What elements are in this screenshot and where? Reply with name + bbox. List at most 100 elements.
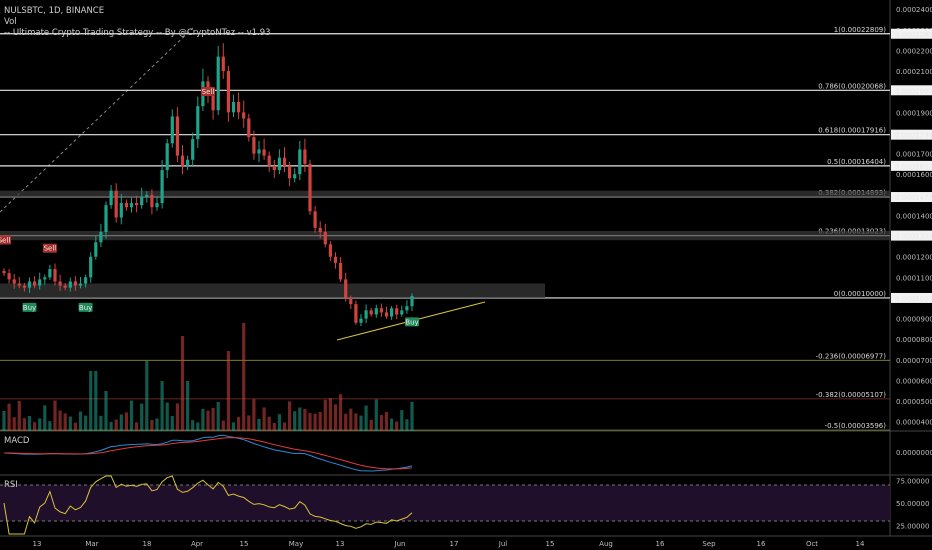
candle-12[interactable] [63,285,67,288]
rsi-axis: 75.00000 50.00000 25.00000 [896,478,929,531]
candle-69[interactable] [354,304,358,323]
date-axis[interactable]: 13 Mar 18 Apr 15 May 13 Jun 17 Jul 15 Aug 16 Sep 16 Oct… [33,540,865,548]
candle-60[interactable] [308,163,312,212]
candle-74[interactable] [379,308,383,313]
candle-16[interactable] [84,277,88,284]
candle-33[interactable] [170,116,174,144]
candle-45[interactable] [231,102,236,113]
candle-22[interactable] [114,190,118,218]
candle-79[interactable] [405,306,409,311]
candle-50[interactable] [257,149,261,154]
candle-24[interactable] [124,203,128,208]
candle-35[interactable] [180,155,185,166]
candle-54[interactable] [277,157,281,171]
candle-5[interactable] [27,281,32,288]
candle-68[interactable] [349,297,353,305]
candle-47[interactable] [242,112,246,119]
candle-51[interactable] [262,149,266,156]
candle-76[interactable] [390,308,394,317]
candle-56[interactable] [288,165,292,179]
volume-bar-0 [2,411,6,431]
range-zone-0 [0,283,545,298]
volume-bar-4 [22,418,26,431]
candle-23[interactable] [119,203,123,218]
candle-73[interactable] [374,308,378,315]
candle-19[interactable] [99,231,103,243]
candle-71[interactable] [364,310,368,319]
candles[interactable] [2,43,414,326]
candle-9[interactable] [48,269,52,278]
candle-42[interactable] [216,56,220,111]
candle-65[interactable] [333,256,338,263]
candle-59[interactable] [303,149,307,164]
candle-57[interactable] [293,174,297,179]
candle-77[interactable] [395,308,399,315]
candle-70[interactable] [359,318,363,323]
candle-46[interactable] [237,102,241,113]
rsi-tick-1: 50.00000 [896,500,929,508]
price-axis[interactable]: 0.000240000.000230000.000220000.00021000… [896,6,932,427]
volume-bar-46 [237,416,241,431]
candle-26[interactable] [135,203,139,206]
candle-8[interactable] [43,277,47,280]
rsi-line [3,475,413,535]
candle-63[interactable] [323,231,327,245]
candle-10[interactable] [53,269,57,282]
candle-4[interactable] [22,285,26,288]
fib-price-tag-6: 0.00010007 [895,295,932,303]
candle-80[interactable] [410,295,414,307]
candle-48[interactable] [247,118,251,138]
candle-37[interactable] [191,139,195,160]
candle-75[interactable] [384,312,389,317]
volume-bar-23 [119,414,123,431]
candle-11[interactable] [58,281,62,286]
candle-52[interactable] [267,155,271,166]
rsi-tick-0: 75.00000 [896,478,929,486]
candle-29[interactable] [150,194,154,208]
candle-78[interactable] [400,310,404,315]
candle-38[interactable] [196,106,200,140]
candle-61[interactable] [313,211,317,228]
candle-17[interactable] [89,256,93,278]
candle-1[interactable] [7,273,11,280]
candle-62[interactable] [318,227,322,232]
candle-25[interactable] [129,203,134,208]
candle-44[interactable] [226,71,230,113]
candle-28[interactable] [145,194,149,197]
candle-43[interactable] [221,56,225,72]
candle-18[interactable] [94,242,98,257]
signal-markers: Sell Buy Sell Buy Sell Buy [0,86,419,327]
volume-bar-57 [293,411,297,431]
candle-21[interactable] [109,190,113,206]
candle-15[interactable] [78,283,83,286]
candle-7[interactable] [38,279,42,286]
candle-72[interactable] [369,310,373,315]
candle-53[interactable] [272,165,276,171]
candle-66[interactable] [339,262,343,280]
candle-14[interactable] [73,281,77,286]
candle-67[interactable] [344,279,348,298]
candle-6[interactable] [33,281,37,286]
date-tick-12: 16 [656,540,665,548]
candle-55[interactable] [282,157,287,166]
candle-3[interactable] [17,283,21,286]
candle-34[interactable] [175,116,179,156]
candle-31[interactable] [160,170,164,204]
candle-2[interactable] [12,279,16,284]
candle-64[interactable] [328,244,332,257]
candle-58[interactable] [298,149,302,175]
candle-13[interactable] [68,281,72,288]
candle-49[interactable] [252,137,256,154]
candle-32[interactable] [165,143,169,171]
volume-bar-43 [221,420,225,431]
candle-0[interactable] [2,270,6,274]
candle-27[interactable] [140,196,144,206]
candle-36[interactable] [186,159,190,166]
volume-bar-60 [308,413,312,431]
candle-30[interactable] [155,203,159,208]
candle-41[interactable] [211,95,215,111]
volume-bar-64 [328,398,332,431]
candle-20[interactable] [104,205,108,232]
